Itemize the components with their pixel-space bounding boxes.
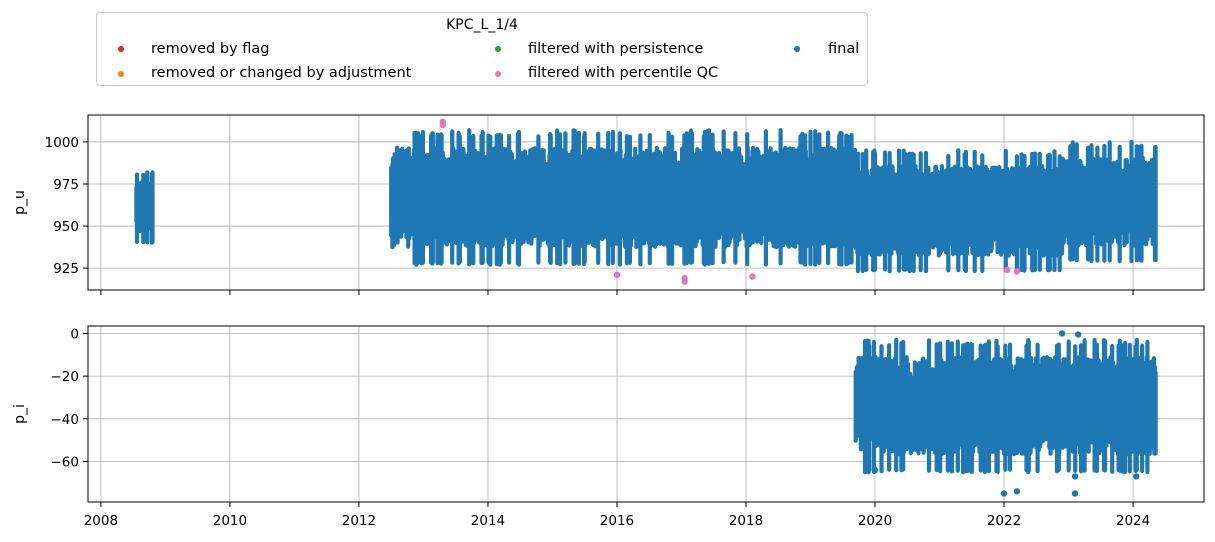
x-tick-label: 2008 [84,513,118,529]
data-point-outlier [1133,473,1140,480]
data-point-outlier [1071,490,1079,497]
axes-frame [87,114,1205,291]
x-tick-label: 2022 [987,513,1021,529]
data-point-filtered-with-percentile-QC [439,121,446,129]
data-point-filtered-with-percentile-QC [681,275,688,282]
y-tick-label: −20 [51,369,80,385]
legend-title: KPC_L_1/4 [446,17,518,33]
legend-label-percentile-qc: filtered with percentile QC [528,65,719,81]
legend-marker-removed-by-flag [118,46,124,52]
legend-marker-removed-or-changed [118,71,124,77]
x-tick-label: 2014 [471,513,505,529]
legend: KPC_L_1/4 removed by flag removed or cha… [96,12,868,86]
y-axis-label: p_u [12,190,28,215]
data-band-final [853,148,1065,274]
y-tick-label: 950 [53,219,79,235]
data-band-final [134,170,155,245]
y-tick-label: 975 [53,177,79,193]
legend-marker-final [794,46,800,52]
data-point-filtered-with-percentile-QC [1013,268,1021,275]
data-band-final [389,128,858,267]
legend-marker-persistence [495,46,501,52]
x-tick-label: 2018 [729,513,763,529]
data-band-final [1060,139,1158,264]
x-tick-label: 2016 [600,513,634,529]
x-tick-label: 2024 [1116,513,1150,529]
data-point-filtered-with-percentile-QC [1004,266,1011,274]
y-tick-label: −60 [51,454,80,470]
data-point-filtered-with-percentile-QC [749,273,756,280]
legend-label-final: final [828,41,860,57]
data-point-outlier [871,466,879,474]
legend-label-persistence: filtered with persistence [528,41,704,57]
data-point-outlier [1058,330,1066,337]
y-tick-label: 0 [70,326,79,342]
x-tick-label: 2020 [858,513,892,529]
data-point-outlier [1013,488,1021,495]
y-tick-label: 925 [53,261,79,277]
legend-marker-percentile-qc [495,71,501,77]
y-axis-label: p_i [12,404,28,424]
data-point-outlier [1071,473,1079,480]
legend-label-removed-by-flag: removed by flag [151,41,270,57]
y-tick-label: 1000 [45,135,79,151]
axes-frame [87,325,1205,503]
x-tick-label: 2012 [342,513,376,529]
data-point-outlier [1075,331,1082,338]
data-point-outlier [1000,490,1008,497]
legend-label-removed-or-changed: removed or changed by adjustment [151,65,412,81]
data-point-filtered-with-percentile-QC [613,271,621,279]
data-band-final [853,337,1158,475]
x-tick-label: 2010 [213,513,247,529]
y-tick-label: −40 [51,412,80,428]
